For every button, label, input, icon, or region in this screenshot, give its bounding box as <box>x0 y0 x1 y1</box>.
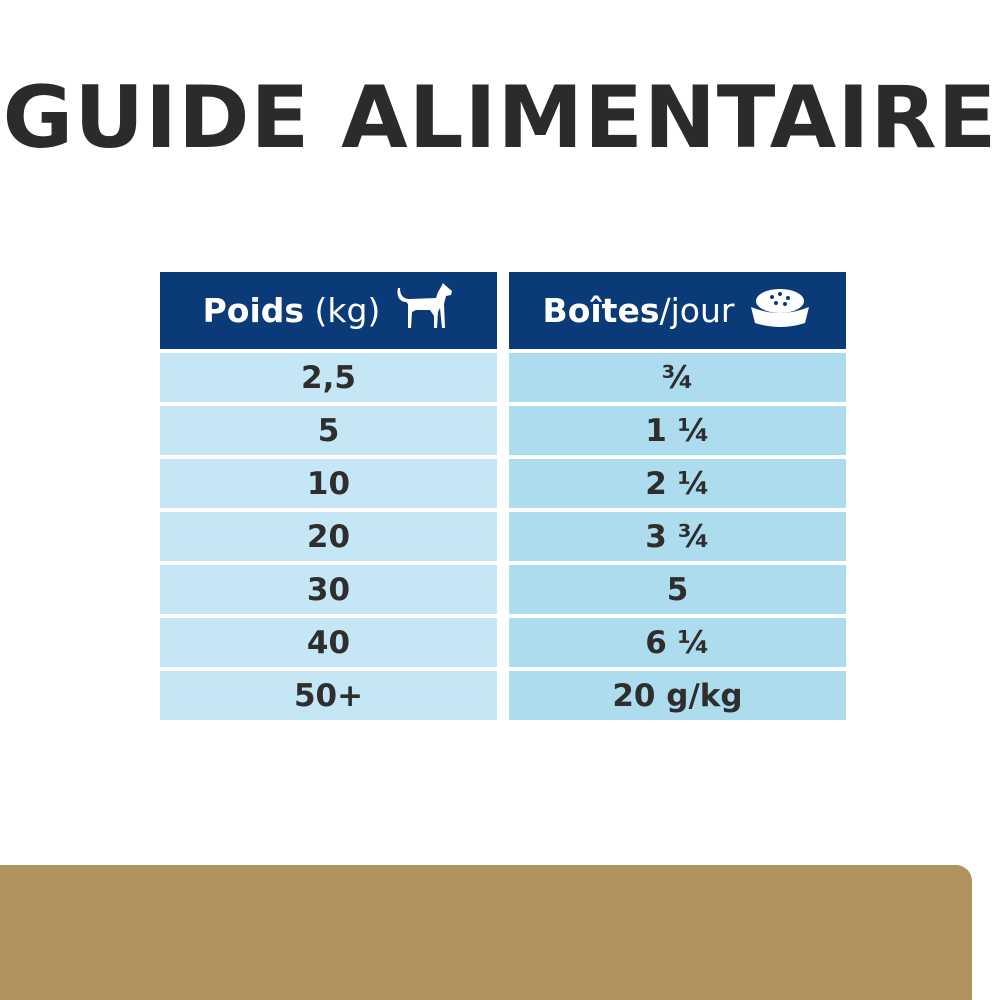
footer-band <box>0 865 972 1000</box>
weight-cell: 50+ <box>160 671 497 720</box>
weight-cell: 2,5 <box>160 353 497 402</box>
weight-cell: 40 <box>160 618 497 667</box>
portion-cell: 1 ¼ <box>509 406 846 455</box>
food-bowl-icon <box>748 285 812 337</box>
weight-cell: 30 <box>160 565 497 614</box>
table-row: 30 5 <box>160 565 846 614</box>
header-weight-label: Poids <box>202 291 305 330</box>
weight-cell: 5 <box>160 406 497 455</box>
portion-cell: ¾ <box>509 353 846 402</box>
header-portion-label: Boîtes <box>542 291 660 330</box>
table-row: 20 3 ¾ <box>160 512 846 561</box>
table-row: 10 2 ¼ <box>160 459 846 508</box>
portion-cell: 5 <box>509 565 846 614</box>
header-weight: Poids (kg) <box>160 272 497 349</box>
header-weight-unit: (kg) <box>304 291 381 330</box>
portion-cell: 6 ¼ <box>509 618 846 667</box>
header-portion: Boîtes/jour <box>509 272 846 349</box>
table-row: 40 6 ¼ <box>160 618 846 667</box>
weight-cell: 20 <box>160 512 497 561</box>
header-portion-unit: /jour <box>659 291 735 330</box>
portion-cell: 20 g/kg <box>509 671 846 720</box>
page-title: GUIDE ALIMENTAIRE <box>2 68 998 168</box>
table-header: Poids (kg) Boîtes/jour <box>160 272 846 349</box>
portion-cell: 3 ¾ <box>509 512 846 561</box>
table-row: 50+ 20 g/kg <box>160 671 846 720</box>
dog-icon <box>394 282 454 340</box>
table-row: 2,5 ¾ <box>160 353 846 402</box>
portion-cell: 2 ¼ <box>509 459 846 508</box>
weight-cell: 10 <box>160 459 497 508</box>
